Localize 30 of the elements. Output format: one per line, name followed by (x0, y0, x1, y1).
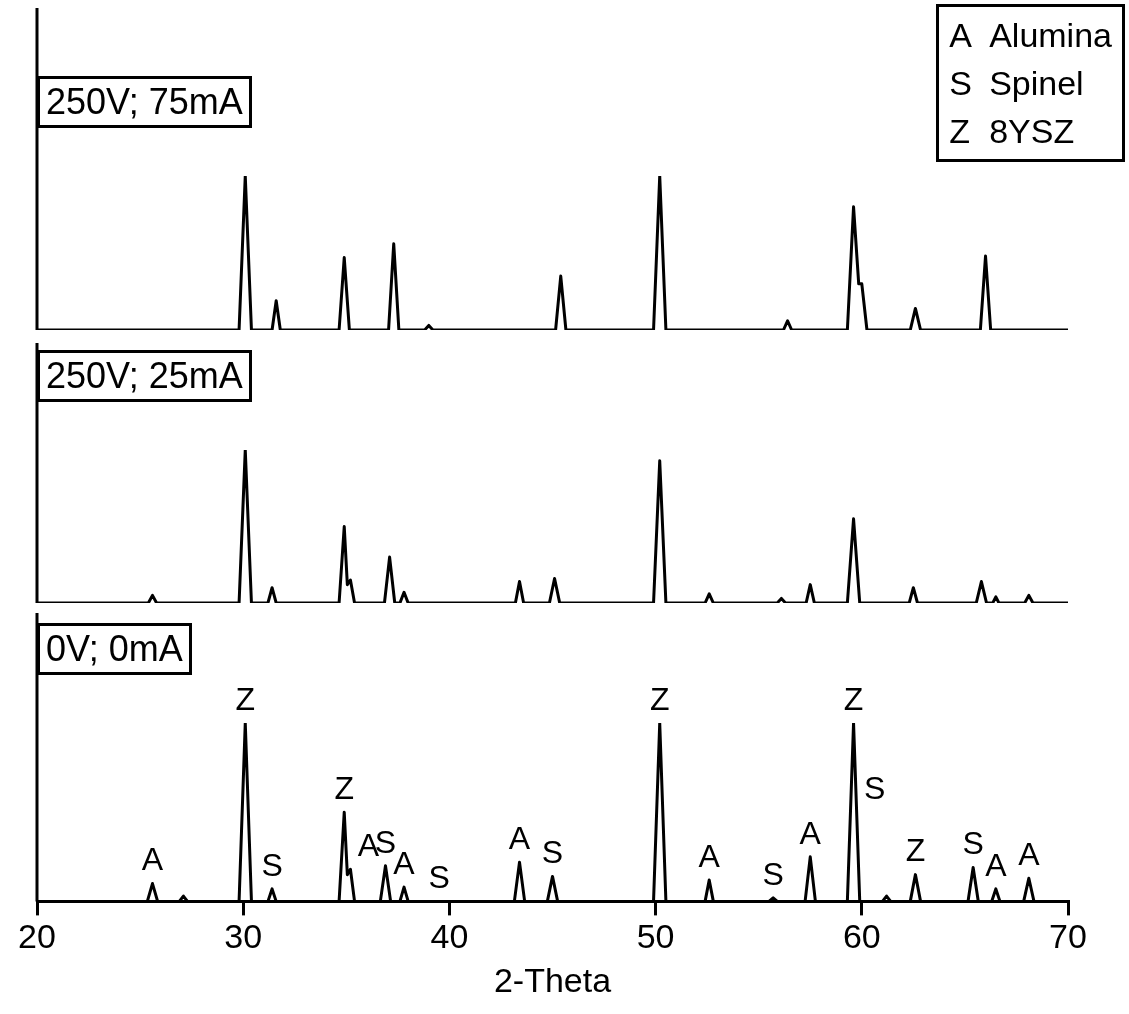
text: S Spinel (949, 63, 1084, 104)
annotation: A (698, 837, 721, 874)
annotation: Z (843, 680, 864, 717)
annotation: Z (649, 680, 670, 717)
annotation: A (508, 819, 531, 856)
text: 250V; 25mA (37, 350, 252, 402)
annotation: A (799, 814, 822, 851)
x-tick-label: 20 (18, 917, 56, 956)
text: Z 8YSZ (949, 111, 1075, 152)
x-tick-label: 40 (430, 917, 469, 956)
annotation: Z (334, 770, 355, 807)
annotation: A (985, 846, 1008, 883)
annotation: S (863, 770, 886, 807)
annotation: A (141, 841, 164, 878)
x-axis-title: 2-Theta (493, 960, 612, 999)
annotation: S (541, 834, 564, 871)
annotation: S (962, 825, 984, 862)
text: A Alumina (949, 15, 1112, 56)
x-tick-label: 50 (636, 917, 675, 956)
annotation: A (1018, 836, 1041, 873)
text: 0V; 0mA (37, 623, 192, 675)
annotation: S (428, 859, 450, 896)
text: 250V; 75mA (37, 76, 252, 128)
x-tick-label: 70 (1049, 917, 1087, 956)
annotation: Z (235, 680, 256, 717)
annotation: S (261, 846, 283, 883)
x-tick-label: 60 (842, 917, 881, 956)
annotation: S (762, 855, 784, 892)
x-tick-label: 30 (224, 917, 263, 956)
annotation: Z (905, 832, 926, 869)
